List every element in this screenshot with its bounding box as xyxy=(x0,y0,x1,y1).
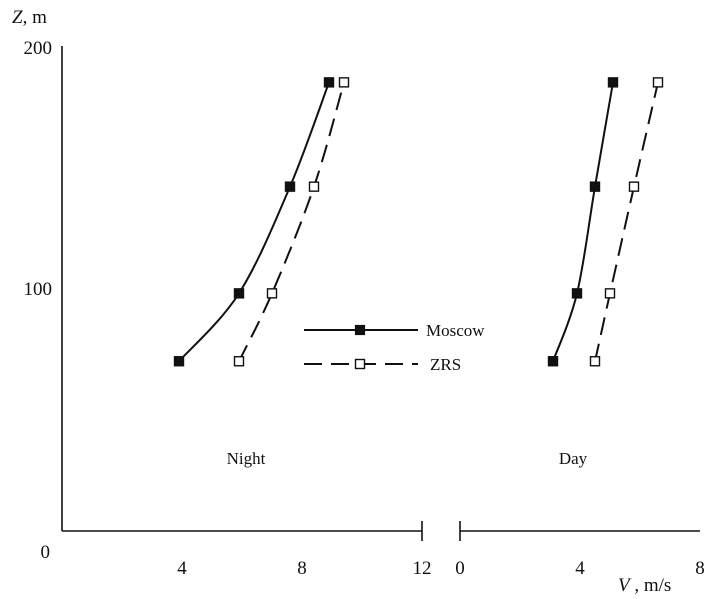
panel-label-night: Night xyxy=(227,449,266,468)
legend-label-moscow: Moscow xyxy=(426,321,485,340)
x-tick-label-night-8: 8 xyxy=(297,558,307,579)
y-axis-var: Z xyxy=(12,7,23,28)
series-line-night-moscow xyxy=(178,82,330,362)
data-point-night-moscow-2 xyxy=(284,181,296,192)
x-tick-label-day-8: 8 xyxy=(695,558,705,579)
plot-layer xyxy=(173,77,664,367)
y-tick-label-200: 200 xyxy=(24,38,53,59)
y-tick-label-100: 100 xyxy=(24,279,53,300)
data-point-night-zrs-1 xyxy=(266,288,278,299)
data-point-night-moscow-0 xyxy=(173,356,185,367)
data-point-day-moscow-3 xyxy=(607,77,619,88)
x-tick-label-night-12: 12 xyxy=(413,558,432,579)
data-point-day-zrs-1 xyxy=(604,288,616,299)
data-point-night-zrs-2 xyxy=(308,181,320,192)
series-line-night-zrs xyxy=(238,82,345,362)
series-line-day-moscow xyxy=(552,82,614,362)
y-tick-label-0: 0 xyxy=(41,542,51,563)
y-axis-title: Z, m xyxy=(12,7,47,28)
x-axis-var: V xyxy=(618,575,632,596)
y-axis-unit: , m xyxy=(23,7,48,28)
legend-marker-zrs xyxy=(354,358,366,370)
x-axis-unit: , m/s xyxy=(630,575,672,596)
data-point-day-moscow-1 xyxy=(571,288,583,299)
data-point-day-moscow-0 xyxy=(547,356,559,367)
data-point-night-moscow-1 xyxy=(233,288,245,299)
series-line-day-zrs xyxy=(594,82,659,362)
data-point-night-zrs-0 xyxy=(233,356,245,367)
data-point-day-zrs-2 xyxy=(628,181,640,192)
x-axis-title: V , m/s xyxy=(618,575,671,596)
x-tick-label-day-0: 0 xyxy=(455,558,465,579)
data-point-night-moscow-3 xyxy=(323,77,335,88)
data-point-night-zrs-3 xyxy=(338,77,350,88)
legend-marker-moscow xyxy=(354,324,366,336)
data-point-day-zrs-0 xyxy=(589,356,601,367)
x-tick-label-day-4: 4 xyxy=(575,558,585,579)
x-tick-label-night-4: 4 xyxy=(177,558,187,579)
data-point-day-moscow-2 xyxy=(589,181,601,192)
legend: Moscow ZRS xyxy=(304,321,485,374)
panel-label-day: Day xyxy=(559,449,588,468)
data-point-day-zrs-3 xyxy=(652,77,664,88)
legend-label-zrs: ZRS xyxy=(430,355,461,374)
